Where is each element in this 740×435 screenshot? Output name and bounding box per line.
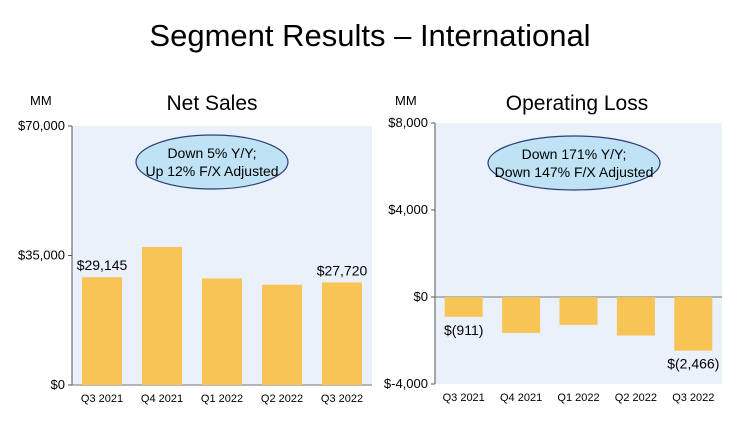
net-sales-annotation-text: Up 12% F/X Adjusted [145, 163, 278, 179]
net-sales-bar-4 [262, 284, 302, 385]
operating-loss-title: Operating Loss [505, 92, 649, 115]
operating-loss-bar-2 [502, 297, 541, 333]
net-sales-annotation-text: Down 5% Y/Y; [167, 145, 256, 161]
operating-loss-data-label: $(911) [444, 322, 483, 338]
operating-loss-unit-label: MM [395, 93, 417, 108]
net-sales-category-label: Q4 2021 [141, 393, 183, 405]
operating-loss-bar-4 [616, 297, 655, 336]
net-sales-data-label: $29,145 [77, 257, 128, 273]
operating-loss-category-label: Q3 2022 [672, 392, 714, 404]
operating-loss-category-label: Q1 2022 [557, 392, 599, 404]
operating-loss-annotation-bubble [487, 135, 661, 191]
operating-loss-bar-1 [444, 297, 483, 317]
net-sales-bar-2 [142, 246, 182, 385]
net-sales-bar-3 [202, 278, 242, 385]
operating-loss-annotation-text: Down 147% F/X Adjusted [495, 164, 654, 180]
net-sales-unit-label: MM [30, 93, 52, 108]
net-sales-category-label: Q3 2022 [321, 393, 363, 405]
operating-loss-bar-5 [674, 297, 713, 351]
operating-loss-annotation-text: Down 171% Y/Y; [522, 146, 627, 162]
net-sales-category-label: Q3 2021 [81, 393, 123, 405]
net-sales-y-tick-label: $35,000 [18, 248, 65, 263]
operating-loss-category-label: Q2 2022 [615, 392, 657, 404]
net-sales-bar-1 [82, 277, 122, 385]
net-sales-title: Net Sales [166, 92, 258, 115]
net-sales-y-tick-label: $0 [51, 377, 65, 392]
operating-loss-category-label: Q3 2021 [443, 392, 485, 404]
net-sales-category-label: Q1 2022 [201, 393, 243, 405]
net-sales-bar-5 [322, 282, 362, 385]
page-title: Segment Results – International [149, 18, 591, 53]
operating-loss-bar-3 [559, 297, 598, 325]
operating-loss-y-tick-label: $8,000 [388, 115, 428, 130]
operating-loss-category-label: Q4 2021 [500, 392, 542, 404]
net-sales-category-label: Q2 2022 [261, 393, 303, 405]
operating-loss-y-tick-label: $4,000 [388, 202, 428, 217]
net-sales-y-tick-label: $70,000 [18, 118, 65, 133]
operating-loss-y-tick-label: $0 [414, 289, 428, 304]
operating-loss-y-tick-label: $-4,000 [384, 376, 428, 391]
operating-loss-data-label: $(2,466) [667, 356, 719, 372]
net-sales-annotation-bubble [135, 134, 289, 190]
net-sales-data-label: $27,720 [317, 262, 368, 278]
